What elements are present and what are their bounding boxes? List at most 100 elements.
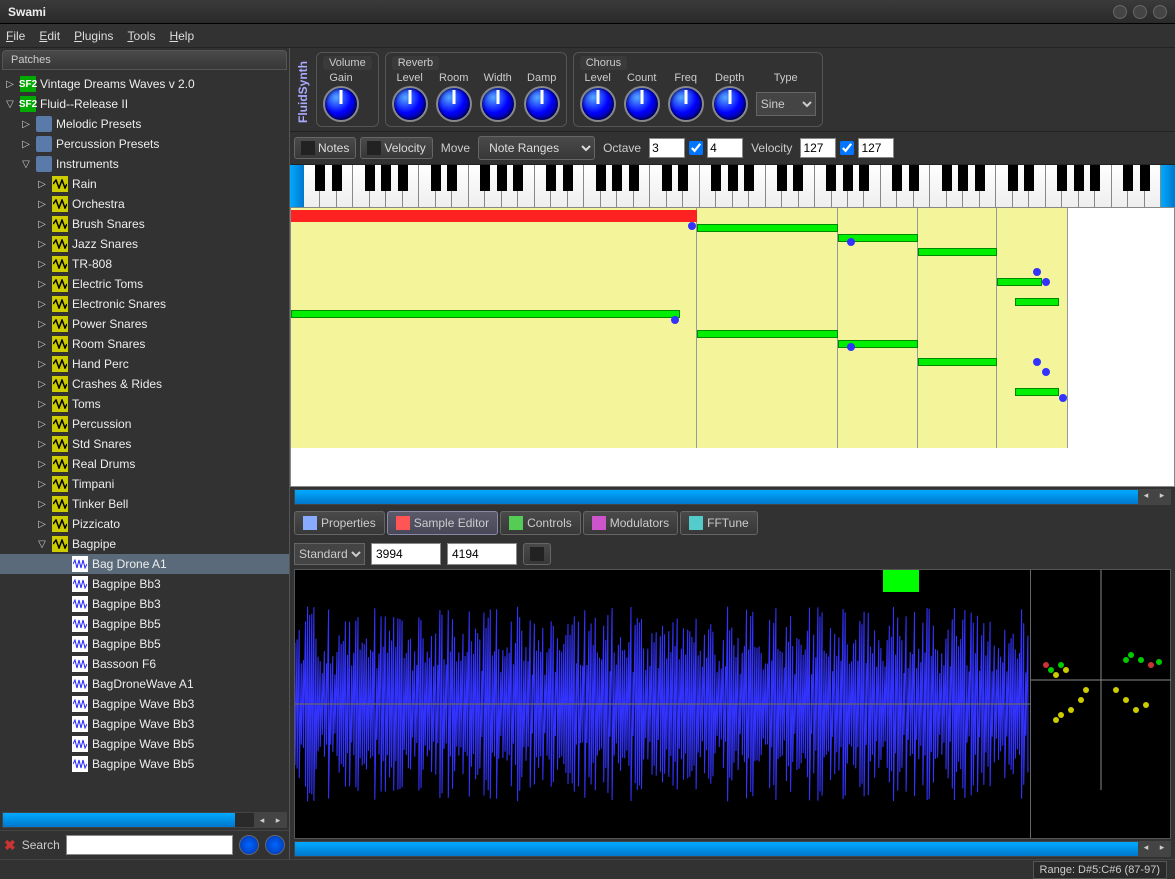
tree-item[interactable]: ▷Rain <box>0 174 289 194</box>
piano-left-strip[interactable] <box>290 165 304 207</box>
octave1-input[interactable] <box>649 138 685 158</box>
notes-button[interactable]: Notes <box>294 137 356 159</box>
maximize-button[interactable] <box>1133 5 1147 19</box>
sample-zoom-button[interactable] <box>523 543 551 565</box>
menu-help[interactable]: Help <box>169 29 194 43</box>
loop-marker[interactable] <box>883 570 919 592</box>
tab-icon <box>303 516 317 530</box>
tree-item[interactable]: ▽SF2Fluid--Release II <box>0 94 289 114</box>
tree-item[interactable]: ▷Std Snares <box>0 434 289 454</box>
tree-item[interactable]: ▷Room Snares <box>0 334 289 354</box>
sample-end-input[interactable] <box>447 543 517 565</box>
tab-sample-editor[interactable]: Sample Editor <box>387 511 498 535</box>
tree-view[interactable]: ▷SF2Vintage Dreams Waves v 2.0▽SF2Fluid-… <box>0 72 289 810</box>
note-toolbar: Notes Velocity Move Note Ranges Octave V… <box>290 132 1175 165</box>
wave-hscroll[interactable]: ◂▸ <box>294 841 1171 857</box>
clear-search-icon[interactable]: ✖ <box>4 837 16 854</box>
tree-item[interactable]: ▷Orchestra <box>0 194 289 214</box>
chorus-type-select[interactable]: Sine <box>756 92 816 116</box>
tree-item[interactable]: ▷Electric Toms <box>0 274 289 294</box>
menu-edit[interactable]: Edit <box>39 29 60 43</box>
tree-item[interactable]: ▽Instruments <box>0 154 289 174</box>
knob-count[interactable] <box>624 86 660 122</box>
tab-modulators[interactable]: Modulators <box>583 511 678 535</box>
piano-right-strip[interactable] <box>1161 165 1175 207</box>
tree-hscroll[interactable]: ◂ ▸ <box>2 812 287 828</box>
tree-item[interactable]: Bagpipe Wave Bb5 <box>0 754 289 774</box>
tree-item[interactable]: ▷Timpani <box>0 474 289 494</box>
octave2-input[interactable] <box>707 138 743 158</box>
close-button[interactable] <box>1153 5 1167 19</box>
tree-item[interactable]: ▷Hand Perc <box>0 354 289 374</box>
sample-toolbar: Standard <box>290 539 1175 569</box>
tree-item[interactable]: ▷Percussion Presets <box>0 134 289 154</box>
range-hscroll[interactable]: ◂▸ <box>294 489 1171 505</box>
tree-item[interactable]: ▷Toms <box>0 394 289 414</box>
tree-item[interactable]: ▷Pizzicato <box>0 514 289 534</box>
move-label: Move <box>437 141 474 155</box>
tree-item[interactable]: ▷Tinker Bell <box>0 494 289 514</box>
fluidsynth-panel: FluidSynth VolumeGainReverbLevelRoomWidt… <box>290 48 1175 132</box>
knob-damp[interactable] <box>524 86 560 122</box>
knob-group-chorus: ChorusLevelCountFreqDepthTypeSine <box>573 52 823 127</box>
tree-item[interactable]: Bassoon F6 <box>0 654 289 674</box>
velocity-link-check[interactable] <box>840 141 854 155</box>
tree-item[interactable]: ▷TR-808 <box>0 254 289 274</box>
tree-item[interactable]: ▽Bagpipe <box>0 534 289 554</box>
tree-item[interactable]: Bagpipe Bb3 <box>0 594 289 614</box>
tree-item[interactable]: BagDroneWave A1 <box>0 674 289 694</box>
tree-item[interactable]: ▷Percussion <box>0 414 289 434</box>
tree-item[interactable]: ▷Crashes & Rides <box>0 374 289 394</box>
knob-gain[interactable] <box>323 86 359 122</box>
sample-start-input[interactable] <box>371 543 441 565</box>
tree-item[interactable]: ▷SF2Vintage Dreams Waves v 2.0 <box>0 74 289 94</box>
menu-plugins[interactable]: Plugins <box>74 29 113 43</box>
knob-group-reverb: ReverbLevelRoomWidthDamp <box>385 52 567 127</box>
velocity-icon <box>367 141 381 155</box>
tree-item[interactable]: ▷Electronic Snares <box>0 294 289 314</box>
velocity1-input[interactable] <box>800 138 836 158</box>
knob-level[interactable] <box>392 86 428 122</box>
octave-link-check[interactable] <box>689 141 703 155</box>
velocity2-input[interactable] <box>858 138 894 158</box>
tab-controls[interactable]: Controls <box>500 511 581 535</box>
tab-icon <box>689 516 703 530</box>
tree-item[interactable]: ▷Real Drums <box>0 454 289 474</box>
move-select[interactable]: Note Ranges <box>478 136 595 160</box>
notes-icon <box>301 141 315 155</box>
tab-fftune[interactable]: FFTune <box>680 511 758 535</box>
tab-properties[interactable]: Properties <box>294 511 385 535</box>
tree-item[interactable]: ▷Brush Snares <box>0 214 289 234</box>
knob-level[interactable] <box>580 86 616 122</box>
knob-width[interactable] <box>480 86 516 122</box>
tab-icon <box>592 516 606 530</box>
patches-tab[interactable]: Patches <box>2 50 287 70</box>
menu-tools[interactable]: Tools <box>127 29 155 43</box>
search-prev-button[interactable] <box>239 835 259 855</box>
tree-item[interactable]: Bagpipe Bb5 <box>0 634 289 654</box>
sample-mode-select[interactable]: Standard <box>294 543 365 565</box>
tree-item[interactable]: ▷Jazz Snares <box>0 234 289 254</box>
note-range-editor[interactable] <box>290 207 1175 487</box>
tree-item[interactable]: Bagpipe Bb3 <box>0 574 289 594</box>
search-input[interactable] <box>66 835 233 855</box>
minimize-button[interactable] <box>1113 5 1127 19</box>
window-title: Swami <box>8 5 46 19</box>
knob-depth[interactable] <box>712 86 748 122</box>
knob-room[interactable] <box>436 86 472 122</box>
knob-freq[interactable] <box>668 86 704 122</box>
waveform-editor[interactable] <box>294 569 1171 839</box>
tree-item[interactable]: Bagpipe Wave Bb3 <box>0 714 289 734</box>
tree-item[interactable]: Bag Drone A1 <box>0 554 289 574</box>
tree-item[interactable]: Bagpipe Wave Bb3 <box>0 694 289 714</box>
tree-item[interactable]: ▷Melodic Presets <box>0 114 289 134</box>
tab-icon <box>509 516 523 530</box>
search-bar: ✖ Search <box>0 830 289 859</box>
menu-file[interactable]: File <box>6 29 25 43</box>
tree-item[interactable]: ▷Power Snares <box>0 314 289 334</box>
search-next-button[interactable] <box>265 835 285 855</box>
tree-item[interactable]: Bagpipe Bb5 <box>0 614 289 634</box>
piano-keyboard[interactable] <box>304 165 1161 207</box>
tree-item[interactable]: Bagpipe Wave Bb5 <box>0 734 289 754</box>
velocity-button[interactable]: Velocity <box>360 137 432 159</box>
